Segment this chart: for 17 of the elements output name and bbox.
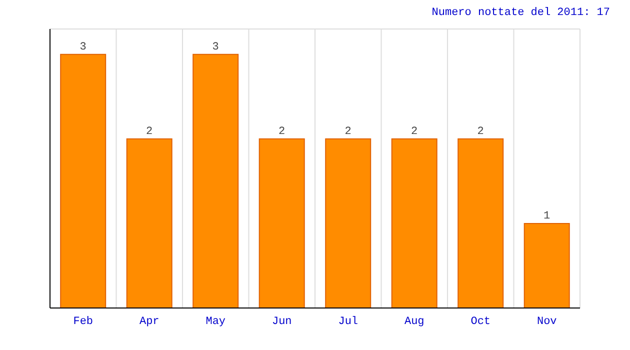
x-tick-label: May: [206, 316, 226, 328]
x-tick-label: Feb: [73, 316, 94, 328]
x-tick-label: Jul: [338, 316, 358, 328]
x-tick-label: Nov: [536, 316, 558, 328]
data-label: 2: [278, 126, 286, 138]
chart-title: Numero nottate del 2011: 17: [432, 7, 610, 19]
x-tick-label: Aug: [404, 316, 424, 328]
x-tick-label: Jun: [272, 316, 292, 328]
data-label: 3: [212, 41, 219, 54]
data-label: 3: [80, 41, 86, 54]
data-label: 2: [146, 126, 153, 138]
data-label: 2: [411, 126, 418, 138]
data-label: 2: [344, 126, 352, 138]
data-label: 1: [544, 210, 551, 222]
x-tick-label: Oct: [470, 316, 491, 328]
x-tick-label: Apr: [139, 316, 160, 328]
data-label: 2: [477, 126, 484, 138]
